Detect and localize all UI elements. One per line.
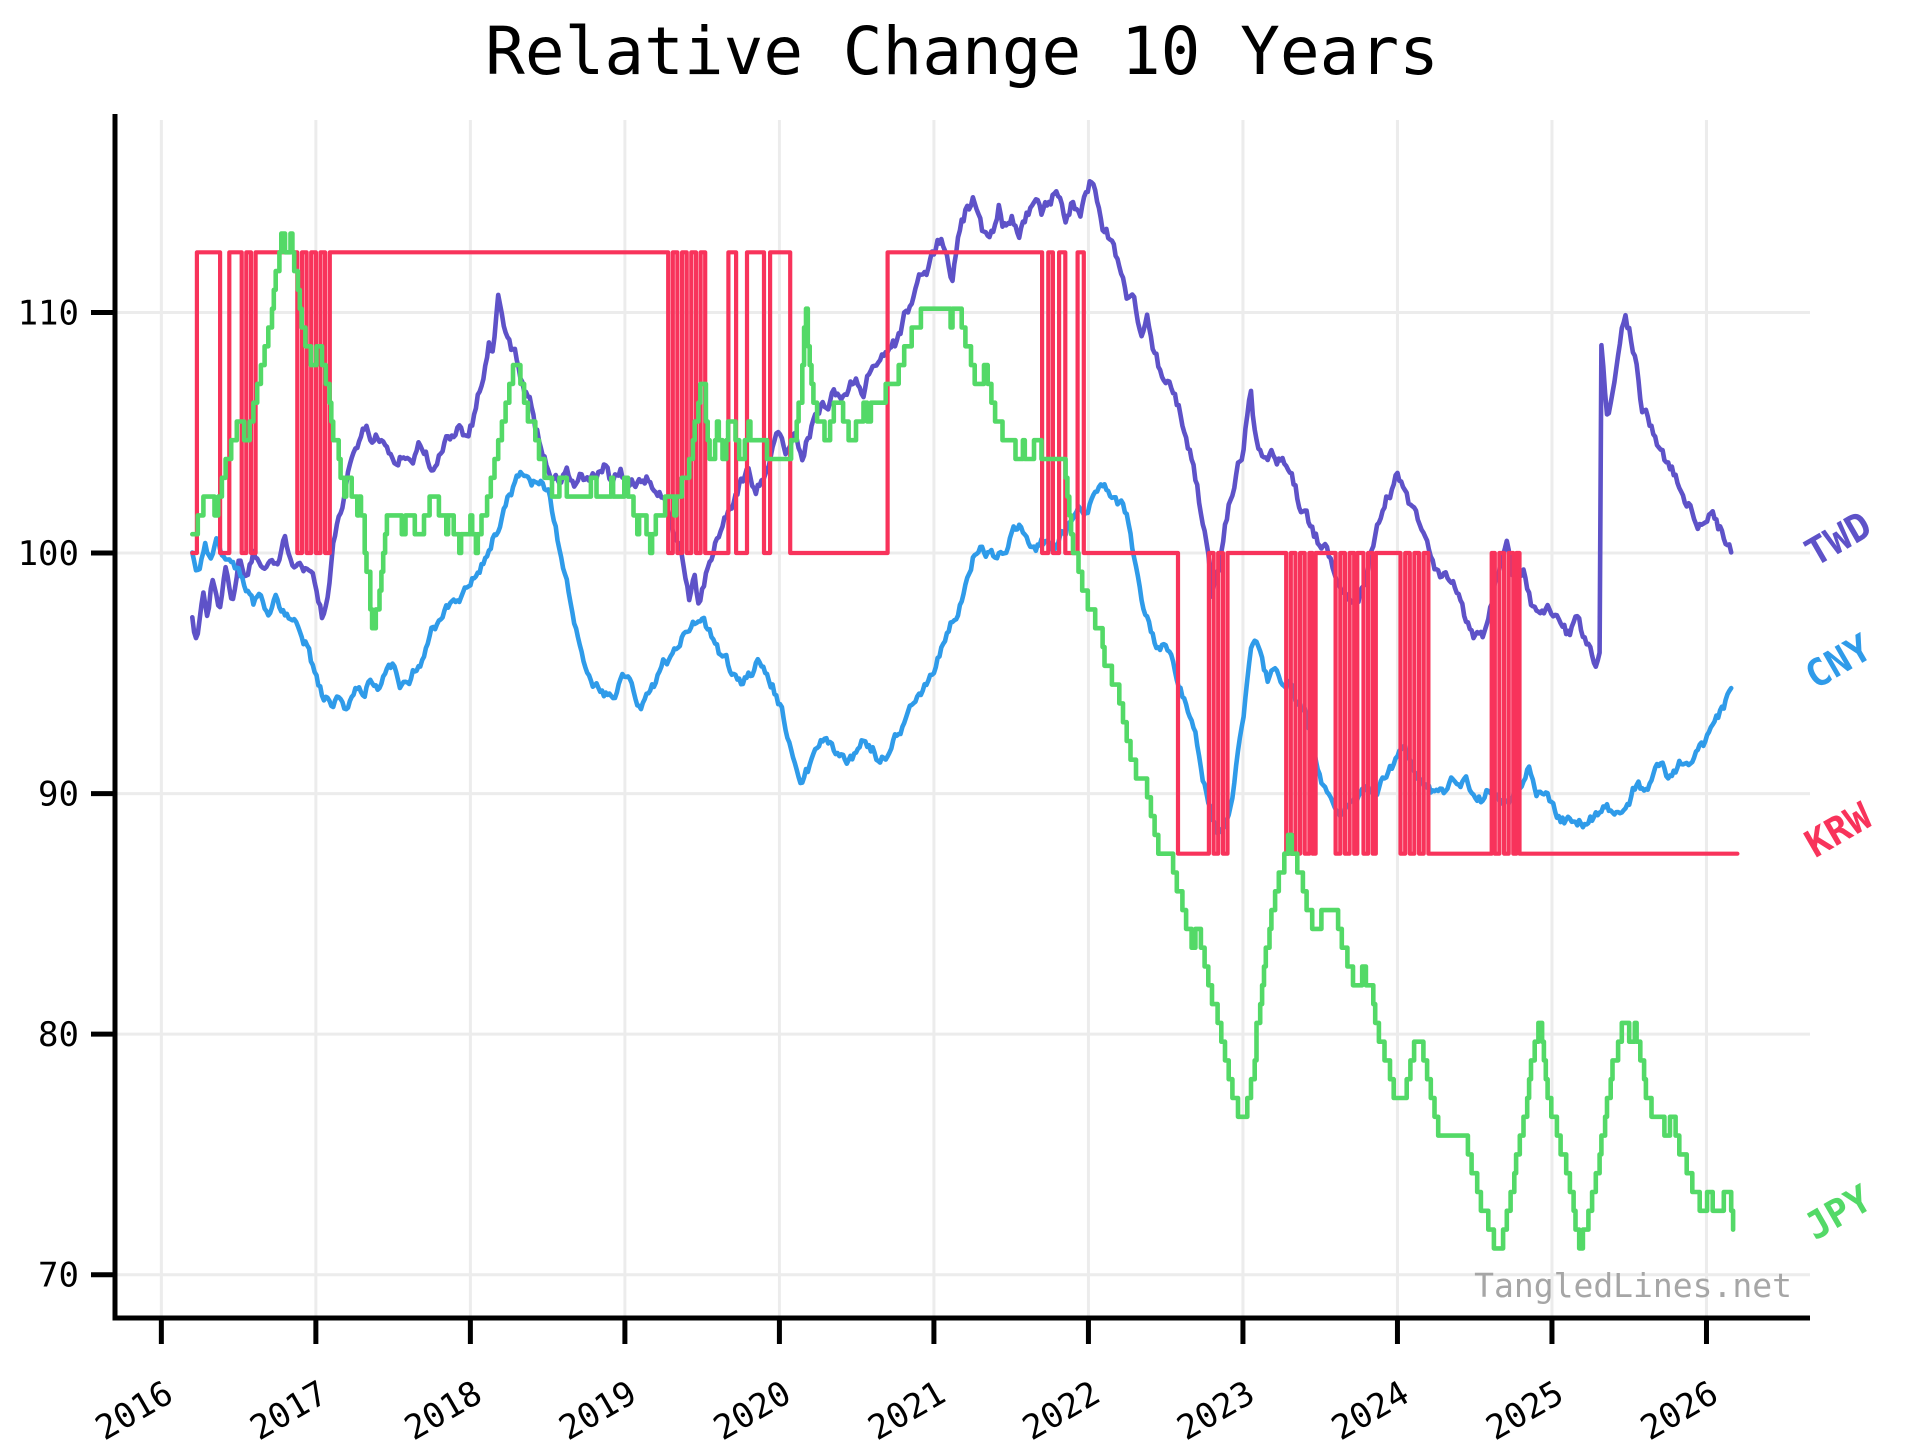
y-tick-label: 90 <box>38 775 79 815</box>
x-tick-label: 2019 <box>552 1373 643 1440</box>
series-line-jpy <box>190 231 1736 1251</box>
series-label-krw: KRW <box>1798 794 1880 866</box>
grid-lines <box>115 120 1810 1318</box>
series-label-jpy: JPY <box>1798 1176 1880 1248</box>
series-labels: TWD CNY KRW JPY <box>1798 503 1880 1249</box>
x-tick-label: 2025 <box>1480 1373 1571 1440</box>
y-tick-label: 100 <box>18 534 79 574</box>
x-tick-label: 2022 <box>1016 1373 1107 1440</box>
series-line-krw <box>190 250 1740 856</box>
y-tick-label: 70 <box>38 1256 79 1296</box>
x-tick-label: 2020 <box>707 1373 798 1440</box>
series-label-cny: CNY <box>1798 625 1880 697</box>
watermark-text: TangledLines.net <box>1474 1266 1792 1305</box>
x-tick-label: 2021 <box>861 1373 952 1440</box>
y-tick-label: 110 <box>18 293 79 333</box>
y-tick-label: 80 <box>38 1015 79 1055</box>
x-tick-label: 2024 <box>1325 1373 1416 1440</box>
series-lines <box>190 179 1740 1251</box>
x-tick-label: 2016 <box>89 1373 180 1440</box>
series-line-cny <box>190 469 1734 836</box>
x-tick-label: 2026 <box>1634 1373 1725 1440</box>
series-line-twd <box>190 179 1734 669</box>
chart-title: Relative Change 10 Years <box>485 13 1439 90</box>
series-label-twd: TWD <box>1798 503 1879 575</box>
x-tick-label: 2018 <box>398 1373 489 1440</box>
x-tick-label: 2017 <box>243 1373 334 1440</box>
x-tick-label: 2023 <box>1171 1373 1262 1440</box>
